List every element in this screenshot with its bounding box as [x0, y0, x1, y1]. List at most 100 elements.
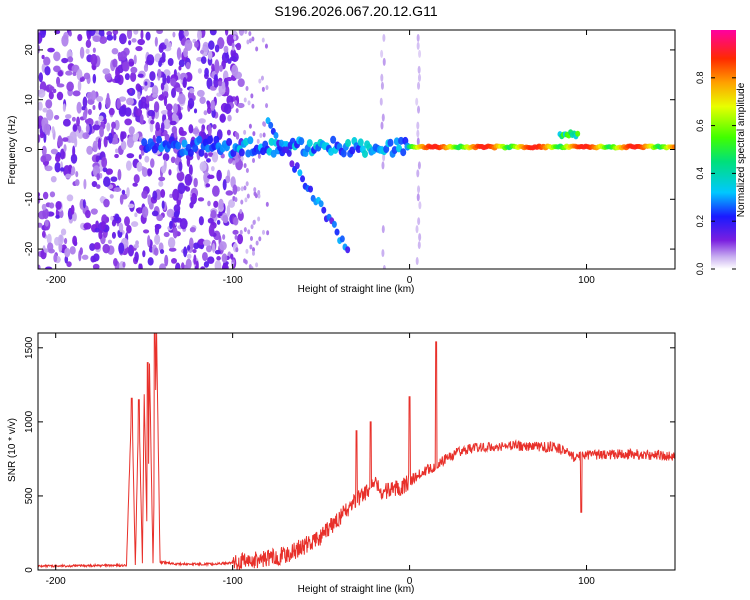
heatmap-cell — [192, 248, 197, 254]
heatmap-cell — [72, 71, 77, 77]
heatmap-cell — [55, 200, 62, 210]
heatmap-cell — [39, 132, 45, 139]
heatmap-cell — [380, 73, 384, 82]
heatmap-cell — [255, 262, 259, 268]
heatmap-cell — [93, 242, 101, 250]
heatmap-cell — [200, 56, 207, 64]
heatmap-cell — [246, 39, 250, 45]
heatmap-cell — [266, 230, 270, 236]
heatmap-cell — [85, 48, 90, 54]
heatmap-cell — [137, 38, 145, 46]
heatmap-cell — [247, 136, 254, 145]
heatmap-cell — [65, 70, 73, 76]
heatmap-cell — [67, 56, 74, 63]
heatmap-cell — [185, 258, 192, 269]
heatmap-cell — [243, 185, 247, 191]
heatmap-cell — [68, 30, 72, 37]
heatmap-cell — [207, 200, 211, 207]
heatmap-cell — [91, 180, 98, 188]
heatmap-cell — [207, 217, 214, 224]
heatmap-cell — [92, 105, 96, 110]
heatmap-cell — [92, 73, 97, 84]
heatmap-cell — [381, 161, 385, 170]
heatmap-cell — [189, 87, 195, 94]
heatmap-cell — [99, 172, 103, 179]
heatmap-cell — [417, 81, 421, 90]
heatmap-cell — [265, 201, 269, 207]
heatmap-cell — [193, 254, 197, 265]
heatmap-cell — [95, 155, 100, 163]
heatmap-cell — [112, 30, 119, 35]
heatmap-cell — [49, 191, 56, 198]
heatmap-cell — [261, 229, 265, 235]
heatmap-cell — [200, 266, 206, 269]
heatmap-cell — [43, 56, 51, 66]
heatmap-cell — [42, 107, 48, 113]
heatmap-cell — [210, 99, 216, 112]
heatmap-cell — [198, 148, 205, 157]
heatmap-cell — [159, 249, 165, 254]
heatmap-cell — [415, 225, 419, 234]
heatmap-cell — [252, 247, 256, 253]
heatmap-cell — [226, 138, 233, 147]
heatmap-cell — [140, 30, 144, 40]
heatmap-cell — [248, 38, 252, 44]
heatmap-cell — [106, 92, 110, 104]
heatmap-cell — [150, 158, 155, 168]
heatmap-cell — [151, 210, 159, 217]
heatmap-cell — [160, 189, 166, 198]
heatmap-cell — [141, 206, 149, 218]
heatmap-cell — [306, 139, 313, 148]
heatmap-cell — [141, 190, 148, 199]
heatmap-cell — [45, 99, 53, 109]
heatmap-cell — [145, 31, 151, 41]
heatmap-cell — [74, 179, 80, 186]
heatmap-cell — [38, 72, 43, 83]
heatmap-cell — [72, 145, 76, 157]
heatmap-cell — [150, 119, 155, 125]
heatmap-cell — [243, 227, 247, 233]
heatmap-cell — [41, 145, 47, 157]
heatmap-cell — [141, 138, 148, 147]
heatmap-cell — [239, 229, 243, 235]
heatmap-cell — [173, 204, 181, 213]
heatmap-cell — [108, 107, 115, 116]
heatmap-cell — [307, 185, 313, 193]
heatmap-cell — [261, 37, 265, 43]
heatmap-cell — [234, 131, 238, 137]
heatmap-cell — [139, 114, 144, 125]
heatmap-cell — [243, 163, 247, 169]
heatmap-cell — [204, 67, 209, 77]
heatmap-cell — [221, 253, 228, 263]
heatmap-cell — [382, 57, 386, 66]
heatmap-cell — [202, 251, 208, 262]
heatmap-cell — [171, 125, 178, 134]
heatmap-cell — [226, 129, 231, 136]
heatmap-cell — [132, 182, 138, 187]
heatmap-cell — [345, 139, 352, 148]
heatmap-cell — [256, 138, 260, 144]
colorbar-ticks: 0.0 0.2 0.4 0.6 0.8 — [695, 72, 736, 275]
heatmap-cell — [260, 75, 264, 81]
heatmap-cell — [203, 110, 208, 116]
heatmap-cell — [184, 173, 193, 186]
heatmap-cell — [218, 198, 224, 210]
heatmap-cell — [238, 148, 245, 157]
heatmap-cell — [62, 137, 69, 142]
heatmap-cell — [126, 225, 132, 234]
heatmap-cell — [96, 96, 104, 102]
heatmap-cell — [51, 126, 55, 134]
heatmap-cell — [253, 191, 257, 197]
heatmap-cell — [82, 132, 90, 140]
heatmap-cell — [77, 80, 82, 92]
snr-x-tick-label: 100 — [578, 576, 595, 587]
heatmap-cell — [60, 228, 67, 236]
heatmap-cell — [92, 35, 101, 43]
heatmap-cell — [124, 216, 130, 227]
heatmap-cell — [417, 105, 421, 114]
heatmap-cell — [121, 189, 126, 195]
heatmap-y-tick-label: 0 — [24, 146, 35, 152]
heatmap-cell — [117, 169, 122, 181]
heatmap-cell — [228, 199, 236, 208]
